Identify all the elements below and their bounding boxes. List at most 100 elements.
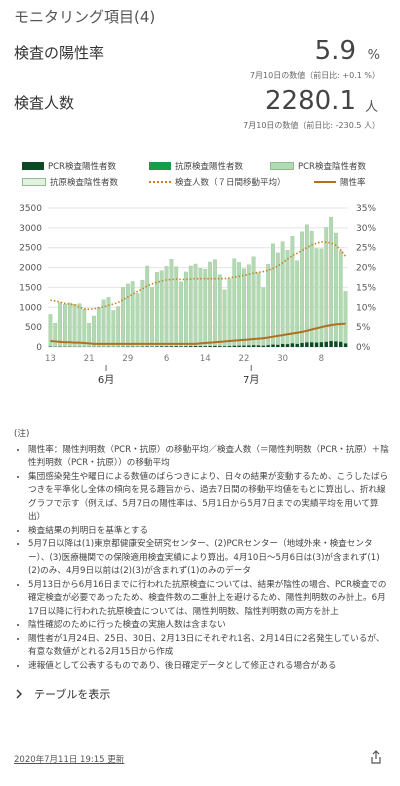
bar-negative (280, 241, 285, 345)
bar-positive (218, 346, 222, 347)
notes-list: 陽性率：陽性判明数（PCR・抗原）の移動平均／検査人数（＝陽性判明数（PCR・抗… (14, 444, 390, 674)
bar-positive (237, 345, 241, 347)
y-right-tick: 35% (356, 204, 376, 214)
chevron-right-icon (16, 689, 22, 699)
tests-label: 検査人数 (14, 94, 75, 112)
x-tick-label: 8 (319, 354, 324, 364)
bar-negative (203, 269, 208, 347)
bar-negative (232, 258, 237, 346)
bar-negative (266, 264, 271, 346)
updated-timestamp[interactable]: 2020年7月11日 19:15 更新 (14, 755, 125, 765)
bar-negative (121, 287, 125, 347)
bar-positive (266, 345, 270, 347)
positivity-unit: % (367, 48, 380, 63)
bar-positive (334, 341, 338, 347)
note-item: 5月13日から6月16日までに行われた抗原検査については、結果が陰性の場合、PC… (28, 579, 390, 620)
bar-positive (189, 346, 193, 347)
bar-negative (140, 280, 145, 347)
bar-negative (63, 303, 67, 347)
bar-negative (92, 315, 96, 347)
bar-positive (213, 345, 217, 347)
legend-swatch (22, 178, 46, 186)
share-icon[interactable] (370, 750, 382, 764)
bar-positive (276, 344, 280, 347)
bar-negative (242, 268, 246, 346)
bar-positive (242, 345, 246, 347)
bar-positive (203, 346, 207, 347)
bar-positive (159, 346, 164, 347)
legend-rate[interactable]: 陽性率 (314, 176, 366, 188)
y-left-tick: 500 (25, 323, 42, 333)
note-item: 陽性率：陽性判明数（PCR・抗原）の移動平均／検査人数（＝陽性判明数（PCR・抗… (28, 444, 390, 471)
y-right-tick: 5% (356, 323, 371, 333)
y-left-tick: 2000 (19, 264, 42, 274)
bar-positive (280, 344, 285, 347)
bar-negative (67, 302, 72, 347)
bar-negative (72, 303, 77, 347)
x-tick-label: 14 (200, 354, 211, 364)
show-table-toggle[interactable]: テーブルを表示 (14, 686, 110, 702)
note-item: 検査結果の判明日を基準とする (28, 525, 390, 539)
bar-positive (232, 345, 237, 347)
legend-label: 検査人数（７日間移動平均） (175, 178, 286, 188)
bar-positive (222, 346, 227, 347)
bar-positive (184, 346, 188, 347)
bar-negative (179, 281, 183, 347)
bar-positive (319, 342, 324, 347)
bar-positive (271, 344, 275, 347)
y-right-tick: 10% (356, 303, 376, 313)
bar-negative (111, 310, 116, 347)
bar-negative (290, 236, 295, 344)
rate-line (50, 322, 346, 345)
bar-positive (227, 346, 232, 347)
bar-negative (150, 287, 154, 347)
legend-antigen-negative[interactable]: 抗原検査陰性者数 (22, 176, 118, 188)
bar-negative (135, 293, 140, 347)
tests-sub: 7月10日の数値（前日比: -230.5 人） (243, 121, 380, 130)
legend-antigen-positive[interactable]: 抗原検査陽性者数 (149, 160, 243, 172)
bar-negative (338, 250, 343, 342)
bar-negative (58, 302, 62, 347)
bar-negative (169, 259, 174, 347)
x-tick-label: 6 (164, 354, 169, 364)
bar-positive (145, 346, 149, 347)
x-tick-label: 22 (239, 354, 250, 364)
bar-positive (285, 344, 290, 347)
bar-negative (295, 260, 300, 345)
bar-negative (125, 283, 130, 347)
bar-negative (159, 270, 164, 347)
y-right-tick: 15% (356, 283, 376, 293)
note-item: 速報値として公表するものであり、後日確定データとして修正される場合がある (28, 660, 390, 674)
legend-swatch (22, 162, 44, 170)
bar-positive (261, 345, 266, 347)
notes: (注) 陽性率：陽性判明数（PCR・抗原）の移動平均／検査人数（＝陽性判明数（P… (14, 428, 390, 673)
legend-pcr-positive[interactable]: PCR検査陽性者数 (22, 160, 116, 172)
legend-avg-tests[interactable]: 検査人数（７日間移動平均） (149, 176, 286, 188)
bar-positive (169, 346, 174, 347)
bar-negative (324, 227, 329, 342)
bar-positive (251, 345, 256, 347)
legend-swatch (149, 162, 171, 170)
bar-positive (329, 341, 333, 347)
x-tick-label: 21 (84, 354, 95, 364)
bar-positive (256, 345, 261, 347)
x-tick-label: 30 (277, 354, 288, 364)
bar-positive (247, 345, 251, 347)
bar-negative (251, 256, 256, 346)
legend-label: 抗原検査陽性者数 (175, 162, 244, 172)
y-left-tick: 0 (36, 343, 42, 353)
avg-tests-line (50, 240, 347, 311)
bar-positive (305, 342, 309, 347)
positivity-label: 検査の陽性率 (14, 44, 105, 62)
legend-swatch (270, 162, 294, 170)
bar-negative (53, 323, 58, 347)
y-left-tick: 1500 (19, 283, 42, 293)
month-label: 7月 (243, 374, 259, 386)
bar-negative (77, 303, 82, 347)
y-right-tick: 0% (356, 343, 371, 353)
legend-pcr-negative[interactable]: PCR検査陰性者数 (270, 160, 366, 172)
x-tick-label: 29 (122, 354, 133, 364)
legend-label: PCR検査陽性者数 (48, 162, 116, 172)
bar-positive (314, 342, 319, 347)
positivity-value: 5.9 (314, 36, 356, 66)
